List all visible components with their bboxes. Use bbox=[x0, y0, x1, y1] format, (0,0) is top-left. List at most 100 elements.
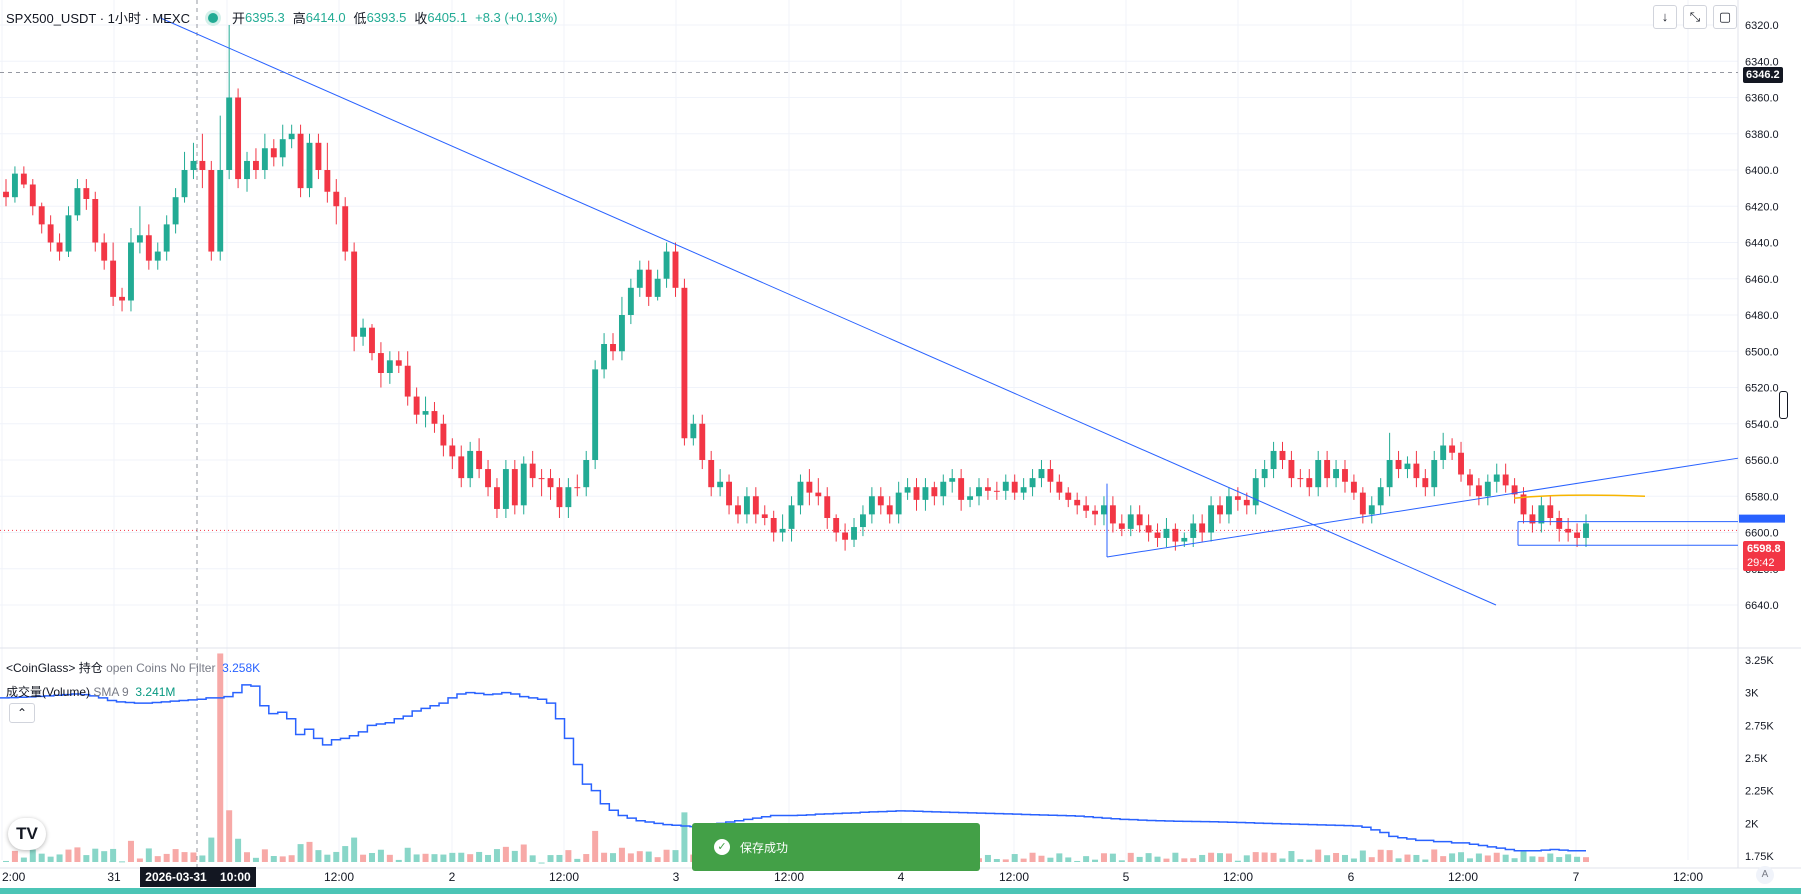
volume-bar bbox=[333, 851, 340, 862]
coinglass-indicator-legend[interactable]: <CoinGlass> 持仓 open Coins No Filter 3.25… bbox=[6, 659, 260, 676]
ohlc-open-label: 开 bbox=[231, 11, 245, 26]
volume-bar bbox=[1368, 857, 1375, 862]
volume-bar bbox=[422, 853, 429, 862]
candle-body bbox=[1547, 505, 1554, 518]
candle-body bbox=[1458, 452, 1464, 475]
volume-bar bbox=[351, 837, 358, 862]
candle-body bbox=[20, 173, 27, 185]
price-axis-label: 6480.0 bbox=[1745, 310, 1779, 322]
candle-body bbox=[369, 327, 375, 354]
candle-body bbox=[29, 184, 36, 207]
candle-body bbox=[610, 344, 616, 352]
volume-bar bbox=[288, 855, 295, 862]
volume-bar bbox=[547, 855, 554, 862]
candle-body bbox=[1306, 478, 1313, 488]
candle-body bbox=[529, 463, 536, 479]
candle-body bbox=[1208, 505, 1215, 533]
crosshair-time: 10:00 bbox=[220, 870, 251, 884]
time-axis-label: 12:00 bbox=[1673, 870, 1703, 884]
volume-bar bbox=[83, 855, 90, 862]
candle-body bbox=[297, 133, 304, 189]
volume-bar bbox=[511, 850, 518, 862]
volume-bar bbox=[29, 849, 36, 862]
candle-body bbox=[1467, 474, 1473, 486]
candle-body bbox=[306, 142, 313, 189]
bottom-border bbox=[0, 888, 1801, 894]
price-axis-label: 6520.0 bbox=[1745, 383, 1779, 395]
time-axis-label: 31 bbox=[107, 870, 121, 884]
candle-body bbox=[208, 170, 215, 252]
volume-axis-label: 2K bbox=[1745, 818, 1759, 830]
candle-body bbox=[699, 423, 706, 460]
time-axis-label: 12:00 bbox=[1448, 870, 1478, 884]
candle-body bbox=[1002, 481, 1009, 491]
symbol-title[interactable]: SPX500_USDT · 1小时 · MEXC bbox=[6, 11, 190, 26]
volume-bar bbox=[1261, 852, 1268, 862]
candle-body bbox=[199, 160, 206, 170]
volume-bar bbox=[520, 844, 527, 862]
candle-body bbox=[520, 463, 527, 506]
candle-body bbox=[851, 527, 857, 540]
volume-bar bbox=[1475, 853, 1482, 862]
candle-body bbox=[324, 170, 331, 192]
candle-body bbox=[47, 224, 54, 243]
volume-bar bbox=[306, 841, 313, 862]
collapse-indicators-button[interactable]: ⌃ bbox=[9, 703, 35, 723]
candle-body bbox=[65, 215, 72, 252]
ohlc-low-value: 6393.5 bbox=[366, 10, 407, 25]
candle-body bbox=[967, 496, 974, 500]
candle-body bbox=[431, 411, 438, 424]
candle-body bbox=[190, 160, 197, 170]
candle-body bbox=[976, 487, 982, 497]
volume-indicator-legend[interactable]: 成交量(Volume) SMA 9 3.241M bbox=[6, 683, 175, 700]
volume-axis-label: 2.25K bbox=[1745, 786, 1774, 798]
snapshot-icon[interactable]: ▢ bbox=[1713, 5, 1737, 29]
volume-bar bbox=[235, 838, 242, 862]
time-axis-label: 12:00 bbox=[549, 870, 579, 884]
price-axis-label: 6320.0 bbox=[1745, 20, 1779, 32]
candle-body bbox=[1368, 505, 1375, 515]
candle-body bbox=[136, 235, 143, 243]
download-icon[interactable]: ↓ bbox=[1653, 5, 1677, 29]
volume-bar bbox=[47, 856, 54, 862]
volume-bar bbox=[226, 810, 233, 862]
candle-body bbox=[806, 481, 813, 493]
price-scale-drag-handle[interactable] bbox=[1779, 391, 1788, 419]
price-axis-label: 6640.0 bbox=[1745, 600, 1779, 612]
volume-axis-label: 2.75K bbox=[1745, 720, 1774, 732]
candle-body bbox=[556, 487, 563, 508]
volume-bar bbox=[1074, 860, 1081, 862]
volume-bar bbox=[467, 854, 474, 862]
candle-body bbox=[931, 487, 938, 497]
ohlc-low-label: 低 bbox=[353, 11, 367, 26]
candle-body bbox=[743, 496, 750, 515]
price-axis-label: 6540.0 bbox=[1745, 419, 1779, 431]
crosshair-date: 2026-03-31 bbox=[145, 870, 207, 884]
price-axis-label: 6460.0 bbox=[1745, 274, 1779, 286]
volume-bar bbox=[136, 858, 143, 862]
tradingview-logo[interactable]: TV bbox=[8, 818, 46, 850]
price-axis-label: 6400.0 bbox=[1745, 165, 1779, 177]
candle-body bbox=[592, 369, 599, 460]
volume-bar bbox=[297, 844, 304, 862]
candle-body bbox=[538, 478, 545, 480]
candle-body bbox=[672, 251, 679, 288]
candle-body bbox=[1154, 532, 1161, 538]
candle-body bbox=[1181, 537, 1188, 542]
time-axis-label: 12:00 bbox=[1223, 870, 1253, 884]
volume-bar bbox=[1315, 849, 1322, 862]
candle-body bbox=[235, 97, 242, 180]
candle-body bbox=[261, 148, 268, 170]
volume-bar bbox=[1163, 858, 1170, 862]
price-axis-label: 6560.0 bbox=[1745, 455, 1779, 467]
volume-bar bbox=[1145, 853, 1152, 862]
auto-scale-button[interactable]: A bbox=[1756, 866, 1774, 884]
candle-body bbox=[601, 344, 608, 370]
fullscreen-icon[interactable]: ⤡ bbox=[1683, 5, 1707, 29]
candle-body bbox=[860, 514, 866, 528]
candle-body bbox=[1074, 499, 1081, 506]
save-success-toast: ✓ 保存成功 bbox=[692, 823, 980, 871]
volume-bar bbox=[1225, 853, 1232, 862]
candle-body bbox=[279, 139, 286, 158]
